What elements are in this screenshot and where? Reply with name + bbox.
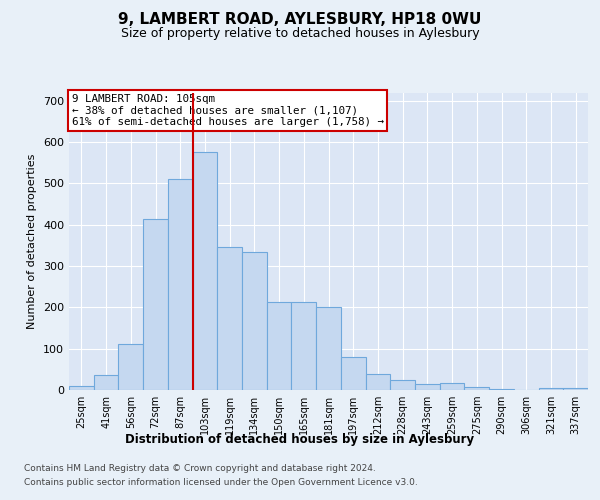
Y-axis label: Number of detached properties: Number of detached properties: [28, 154, 37, 329]
Bar: [341, 357, 365, 390]
Bar: [464, 387, 489, 390]
Bar: [193, 152, 217, 390]
Text: Contains public sector information licensed under the Open Government Licence v3: Contains public sector information licen…: [24, 478, 418, 487]
Bar: [415, 384, 440, 390]
Bar: [143, 218, 168, 390]
Bar: [539, 388, 563, 390]
Text: Distribution of detached houses by size in Aylesbury: Distribution of detached houses by size …: [125, 432, 475, 446]
Text: Size of property relative to detached houses in Aylesbury: Size of property relative to detached ho…: [121, 26, 479, 40]
Bar: [94, 374, 118, 390]
Bar: [440, 384, 464, 390]
Text: 9, LAMBERT ROAD, AYLESBURY, HP18 0WU: 9, LAMBERT ROAD, AYLESBURY, HP18 0WU: [118, 12, 482, 28]
Text: Contains HM Land Registry data © Crown copyright and database right 2024.: Contains HM Land Registry data © Crown c…: [24, 464, 376, 473]
Bar: [267, 302, 292, 390]
Bar: [292, 302, 316, 390]
Bar: [563, 388, 588, 390]
Bar: [217, 246, 242, 390]
Bar: [316, 307, 341, 390]
Text: 9 LAMBERT ROAD: 105sqm
← 38% of detached houses are smaller (1,107)
61% of semi-: 9 LAMBERT ROAD: 105sqm ← 38% of detached…: [71, 94, 383, 127]
Bar: [390, 380, 415, 390]
Bar: [365, 374, 390, 390]
Bar: [242, 252, 267, 390]
Bar: [118, 344, 143, 390]
Bar: [69, 386, 94, 390]
Bar: [489, 389, 514, 390]
Bar: [168, 180, 193, 390]
